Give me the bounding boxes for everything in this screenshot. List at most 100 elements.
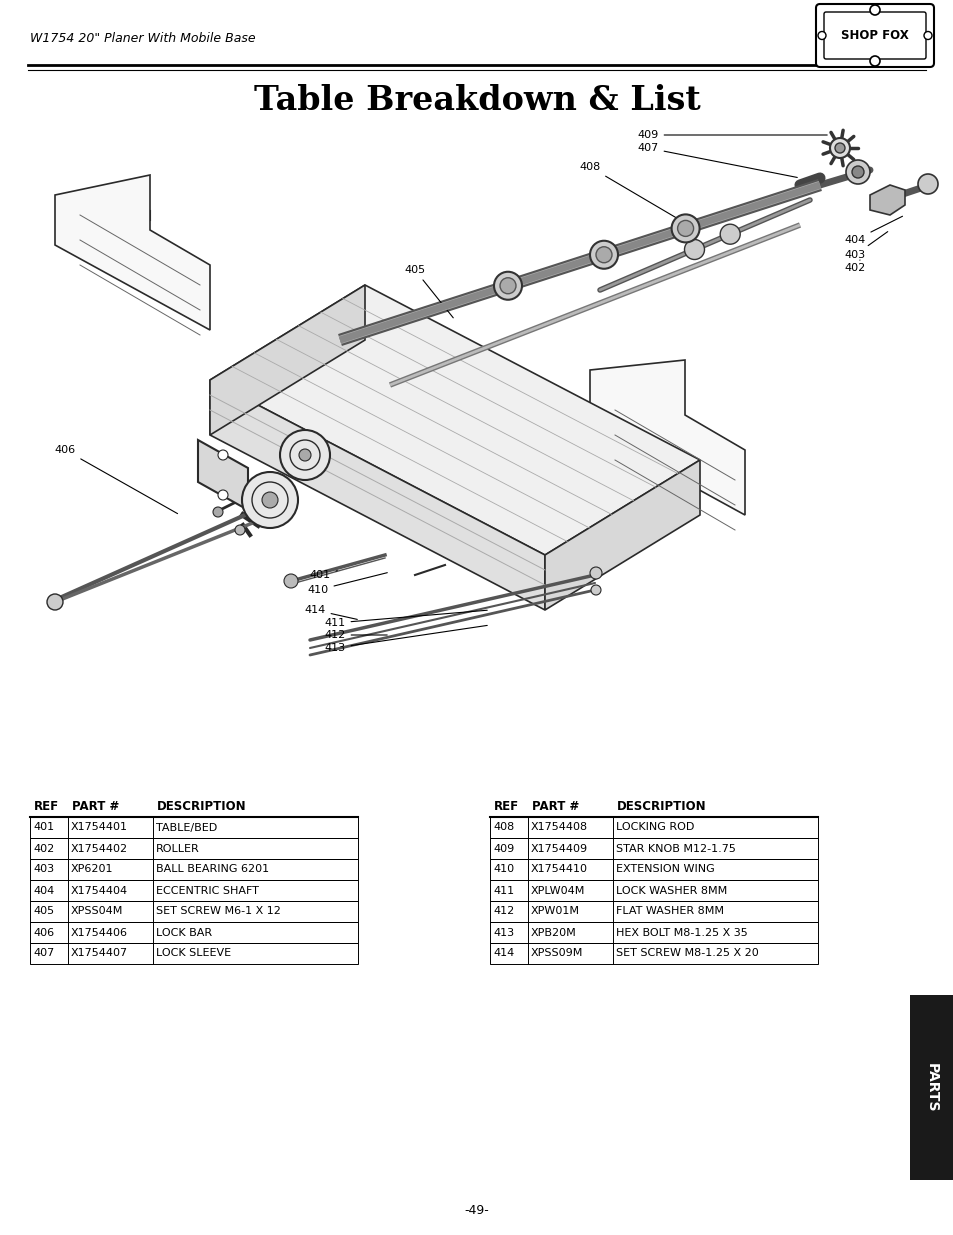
- Text: 406: 406: [54, 445, 177, 514]
- Text: -49-: -49-: [464, 1203, 489, 1216]
- Circle shape: [218, 490, 228, 500]
- Circle shape: [234, 525, 245, 535]
- Circle shape: [280, 430, 330, 480]
- Text: REF: REF: [494, 799, 518, 813]
- Text: SET SCREW M6-1 X 12: SET SCREW M6-1 X 12: [156, 906, 280, 916]
- Text: W1754 20" Planer With Mobile Base: W1754 20" Planer With Mobile Base: [30, 32, 255, 44]
- Circle shape: [494, 272, 521, 300]
- Circle shape: [589, 241, 618, 269]
- Text: 412: 412: [493, 906, 514, 916]
- Text: 402: 402: [843, 261, 864, 273]
- Bar: [30, 902, 357, 923]
- Text: PARTS: PARTS: [924, 1063, 938, 1113]
- Text: 408: 408: [493, 823, 514, 832]
- Polygon shape: [210, 380, 544, 610]
- Bar: [30, 881, 357, 902]
- Text: 411: 411: [324, 610, 487, 629]
- Circle shape: [284, 574, 297, 588]
- Text: EXTENSION WING: EXTENSION WING: [616, 864, 714, 874]
- Text: DESCRIPTION: DESCRIPTION: [157, 799, 247, 813]
- Bar: [30, 860, 357, 881]
- Circle shape: [720, 225, 740, 245]
- Circle shape: [834, 143, 844, 153]
- Text: 408: 408: [578, 162, 677, 219]
- Text: PART #: PART #: [71, 799, 119, 813]
- Text: 402: 402: [33, 844, 54, 853]
- Text: 406: 406: [33, 927, 54, 937]
- Polygon shape: [198, 440, 248, 510]
- Text: LOCK WASHER 8MM: LOCK WASHER 8MM: [616, 885, 726, 895]
- Text: 401: 401: [33, 823, 54, 832]
- Bar: [490, 944, 817, 965]
- Text: XPSS09M: XPSS09M: [531, 948, 583, 958]
- Text: X1754408: X1754408: [531, 823, 587, 832]
- Polygon shape: [55, 175, 210, 330]
- Text: SET SCREW M8-1.25 X 20: SET SCREW M8-1.25 X 20: [616, 948, 758, 958]
- Circle shape: [589, 567, 601, 579]
- Text: XPSS04M: XPSS04M: [71, 906, 123, 916]
- Circle shape: [869, 5, 879, 15]
- Text: X1754407: X1754407: [71, 948, 128, 958]
- Text: BALL BEARING 6201: BALL BEARING 6201: [156, 864, 269, 874]
- Circle shape: [298, 450, 311, 461]
- Text: X1754402: X1754402: [71, 844, 128, 853]
- Text: X1754404: X1754404: [71, 885, 128, 895]
- Text: 405: 405: [404, 266, 453, 317]
- Bar: [490, 818, 817, 839]
- Text: TABLE/BED: TABLE/BED: [156, 823, 217, 832]
- Bar: [909, 995, 953, 1179]
- Circle shape: [677, 220, 693, 236]
- Circle shape: [829, 138, 849, 158]
- Text: 404: 404: [843, 216, 902, 245]
- Circle shape: [671, 215, 699, 242]
- Bar: [30, 944, 357, 965]
- Circle shape: [923, 32, 931, 40]
- Text: 403: 403: [843, 232, 887, 261]
- Bar: [490, 839, 817, 860]
- Text: FLAT WASHER 8MM: FLAT WASHER 8MM: [616, 906, 723, 916]
- Text: 409: 409: [637, 130, 826, 140]
- Text: LOCK BAR: LOCK BAR: [156, 927, 212, 937]
- Bar: [490, 860, 817, 881]
- Circle shape: [499, 278, 516, 294]
- Circle shape: [596, 247, 612, 263]
- Text: 410: 410: [493, 864, 514, 874]
- Text: XPW01M: XPW01M: [531, 906, 579, 916]
- Circle shape: [817, 32, 825, 40]
- Circle shape: [213, 508, 223, 517]
- Text: LOCKING ROD: LOCKING ROD: [616, 823, 694, 832]
- Text: 414: 414: [304, 605, 357, 620]
- Text: 401: 401: [309, 571, 337, 580]
- Polygon shape: [869, 185, 904, 215]
- Text: 404: 404: [33, 885, 54, 895]
- Text: XP6201: XP6201: [71, 864, 113, 874]
- Polygon shape: [589, 359, 744, 515]
- Polygon shape: [210, 285, 365, 435]
- Circle shape: [218, 450, 228, 459]
- Text: SHOP FOX: SHOP FOX: [841, 28, 908, 42]
- Text: XPB20M: XPB20M: [531, 927, 577, 937]
- Text: 412: 412: [324, 630, 387, 640]
- Text: REF: REF: [34, 799, 59, 813]
- Bar: [490, 902, 817, 923]
- Text: XPLW04M: XPLW04M: [531, 885, 585, 895]
- Bar: [490, 881, 817, 902]
- Text: ECCENTRIC SHAFT: ECCENTRIC SHAFT: [156, 885, 258, 895]
- Circle shape: [262, 492, 277, 508]
- Text: 413: 413: [324, 625, 487, 653]
- Text: LOCK SLEEVE: LOCK SLEEVE: [156, 948, 231, 958]
- Bar: [30, 818, 357, 839]
- Text: 410: 410: [307, 573, 387, 595]
- Text: PART #: PART #: [532, 799, 578, 813]
- Text: STAR KNOB M12-1.75: STAR KNOB M12-1.75: [616, 844, 735, 853]
- Text: X1754409: X1754409: [531, 844, 587, 853]
- Circle shape: [590, 585, 600, 595]
- FancyBboxPatch shape: [823, 12, 925, 59]
- Text: X1754406: X1754406: [71, 927, 128, 937]
- Text: 405: 405: [33, 906, 54, 916]
- Circle shape: [684, 240, 703, 259]
- Text: X1754401: X1754401: [71, 823, 128, 832]
- Text: 407: 407: [33, 948, 54, 958]
- Text: 414: 414: [493, 948, 514, 958]
- Text: DESCRIPTION: DESCRIPTION: [617, 799, 706, 813]
